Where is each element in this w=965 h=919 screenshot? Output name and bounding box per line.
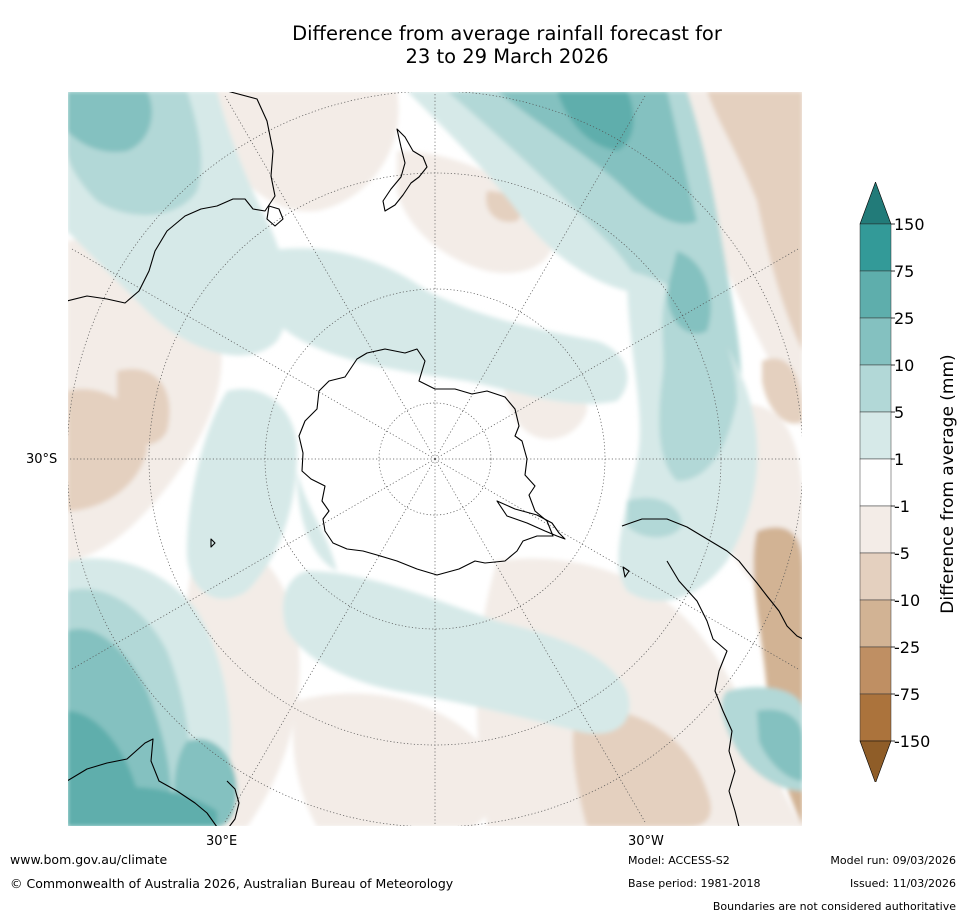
- colorbar-tick-label: -5: [894, 544, 910, 563]
- dry-anomaly-region: [572, 709, 711, 827]
- antarctic-peninsula-coastline: [496, 500, 566, 540]
- colorbar-tick-label: -10: [894, 591, 920, 610]
- latitude-circle: [378, 402, 492, 516]
- dry-anomaly-region: [117, 369, 170, 445]
- dry-anomaly-region: [397, 151, 554, 273]
- longitude-label-30e: 30°E: [206, 834, 238, 849]
- colorbar-bin: [859, 599, 892, 648]
- coastlines: [67, 91, 803, 827]
- colorbar: 150 75 25 10 5 1 -1 -5 -10 -25 -75 -150: [859, 182, 930, 782]
- graticule: [67, 91, 803, 827]
- dry-anomaly-region: [293, 693, 496, 827]
- wet-anomaly-region: [667, 251, 711, 334]
- footer-model: Model: ACCESS-S2: [628, 854, 730, 867]
- footer-issued: Issued: 11/03/2026: [849, 877, 956, 890]
- colorbar-bin: [859, 270, 892, 319]
- colorbar-bin: [859, 317, 892, 366]
- australia-coastline: [67, 91, 276, 304]
- colorbar-tick-label: 5: [894, 403, 904, 422]
- wet-anomaly-region: [757, 709, 803, 781]
- colorbar-bin: [859, 646, 892, 695]
- colorbar-bin: [859, 458, 892, 507]
- colorbar-tick-label: 25: [894, 309, 914, 328]
- antarctica-coastline: [298, 348, 554, 576]
- dry-anomaly-region: [217, 91, 399, 212]
- colorbar-tick-labels: 150 75 25 10 5 1 -1 -5 -10 -25 -75 -150: [891, 215, 930, 751]
- colorbar-tick-label: 75: [894, 262, 914, 281]
- colorbar-tick-label: 150: [894, 215, 925, 234]
- wet-anomaly-region: [557, 91, 634, 151]
- colorbar-bins: [859, 182, 892, 782]
- colorbar-tick-label: 10: [894, 356, 914, 375]
- colorbar-title-text: Difference from average (mm): [938, 354, 958, 614]
- tasmania-coastline: [266, 205, 284, 227]
- footer-copyright: © Commonwealth of Australia 2026, Austra…: [10, 876, 454, 891]
- colorbar-tick-label: -1: [894, 497, 910, 516]
- wet-anomaly-region: [283, 571, 630, 734]
- colorbar-bin: [859, 411, 892, 460]
- footer-base-period: Base period: 1981-2018: [628, 877, 761, 890]
- colorbar-extend-min: [859, 740, 892, 782]
- island-coastline: [210, 538, 216, 548]
- title-line-2: 23 to 29 March 2026: [405, 45, 609, 68]
- latitude-label-30s: 30°S: [26, 452, 58, 467]
- island-coastline: [622, 566, 630, 578]
- rainfall-anomaly-map: [67, 91, 803, 827]
- wet-anomaly-region: [659, 291, 737, 481]
- south-america-coastline: [621, 518, 803, 640]
- title-line-1: Difference from average rainfall forecas…: [292, 22, 722, 45]
- wet-anomaly-region: [258, 248, 628, 404]
- footer-website[interactable]: www.bom.gov.au/climate: [10, 852, 168, 867]
- colorbar-bin: [859, 693, 892, 742]
- new-zealand-coastline: [382, 128, 428, 212]
- colorbar-bin: [859, 364, 892, 413]
- dry-anomaly-region: [477, 558, 803, 827]
- wet-anomaly-region: [627, 497, 682, 538]
- colorbar-bin: [859, 505, 892, 554]
- colorbar-tick-label: 1: [894, 450, 904, 469]
- madagascar-coastline: [226, 780, 240, 827]
- footer-model-run: Model run: 09/03/2026: [830, 854, 956, 867]
- wet-anomaly-region: [67, 91, 152, 152]
- footer-disclaimer: Boundaries are not considered authoritat…: [712, 900, 956, 913]
- wet-anomaly-region: [297, 471, 337, 571]
- south-america-coastline: [666, 560, 740, 827]
- colorbar-tick-label: -75: [894, 685, 920, 704]
- africa-coastline: [67, 738, 218, 827]
- wet-anomaly-region: [187, 389, 297, 599]
- rainfall-anomaly-fields: [67, 91, 803, 827]
- colorbar-bin: [859, 552, 892, 601]
- map-title: Difference from average rainfall forecas…: [0, 22, 965, 68]
- dry-anomaly-region: [707, 91, 803, 351]
- colorbar-bin: [859, 223, 892, 272]
- longitude-label-30w: 30°W: [628, 834, 664, 849]
- colorbar-tick-label: -25: [894, 638, 920, 657]
- colorbar-extend-max: [859, 182, 892, 225]
- dry-anomaly-region: [762, 358, 803, 424]
- wet-anomaly-region: [497, 91, 697, 224]
- colorbar-tick-label: -150: [894, 732, 930, 751]
